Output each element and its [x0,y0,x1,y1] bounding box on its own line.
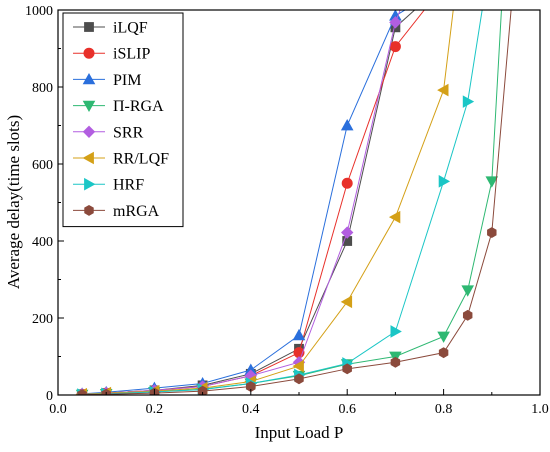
data-point [390,356,401,368]
legend-marker [82,72,96,85]
y-axis: 0 200 400 600 800 1000 [25,4,64,404]
legend: iLQF iSLIP PIM Π-RGA SRR RR/LQF HRF mRGA [62,12,184,228]
legend-box [62,12,184,228]
legend-item: Π-RGA [73,98,164,115]
legend-item: PIM [73,72,141,89]
y-tick-label: 600 [32,158,53,173]
legend-item: iLQF [73,20,148,37]
data-point [197,385,208,395]
y-tick-label: 400 [32,235,53,250]
legend-label: HRF [113,177,144,194]
y-tick-label: 1000 [25,4,53,19]
legend-label: Π-RGA [113,98,164,115]
data-point [462,95,475,108]
legend-marker [84,204,94,216]
data-point [390,325,402,338]
data-point [462,309,473,321]
legend-item: HRF [73,177,144,194]
x-axis-title: Input Load P [255,423,344,442]
data-point [294,373,304,385]
data-point [437,331,450,343]
legend-item: SRR [73,124,144,141]
data-point [389,16,402,29]
data-point [438,175,451,188]
data-point [341,177,353,189]
legend-label: PIM [113,72,141,89]
y-tick-label: 200 [32,312,53,327]
legend-item: RR/LQF [73,151,169,168]
data-point [388,210,401,224]
data-point [340,295,353,309]
x-tick-label: 0.8 [435,402,453,417]
legend-marker [82,125,96,138]
series-line [82,10,512,395]
x-tick-label: 0.2 [146,402,164,417]
data-point [342,363,352,375]
data-point [340,119,354,131]
data-point [292,328,306,341]
y-axis-title: Average delay(time slots) [4,115,23,289]
x-tick-label: 1.0 [531,402,549,417]
legend-item: iSLIP [73,46,150,63]
data-point [485,176,499,188]
data-point [437,83,449,97]
data-point [438,347,449,359]
data-point [389,41,401,53]
y-tick-label: 0 [46,389,53,404]
legend-marker [83,47,95,59]
x-axis: 0.0 0.2 0.4 0.6 0.8 1.0 [49,389,549,417]
y-tick-label: 800 [32,81,53,96]
legend-marker [82,151,94,165]
series-line [82,10,454,395]
legend-label: iLQF [113,20,148,37]
data-point [461,285,475,297]
legend-label: RR/LQF [113,151,169,168]
legend-label: mRGA [113,203,160,220]
data-point [341,226,354,239]
x-tick-label: 0.6 [338,402,356,417]
data-point [292,359,304,373]
x-tick-label: 0.0 [49,402,67,417]
data-point [77,389,87,395]
legend-item: mRGA [73,203,160,220]
legend-marker [84,177,96,191]
x-tick-label: 0.4 [242,402,260,417]
legend-marker [82,100,96,113]
legend-marker [84,22,94,32]
legend-label: iSLIP [113,46,150,63]
data-point [487,227,497,238]
legend-label: SRR [113,124,144,141]
